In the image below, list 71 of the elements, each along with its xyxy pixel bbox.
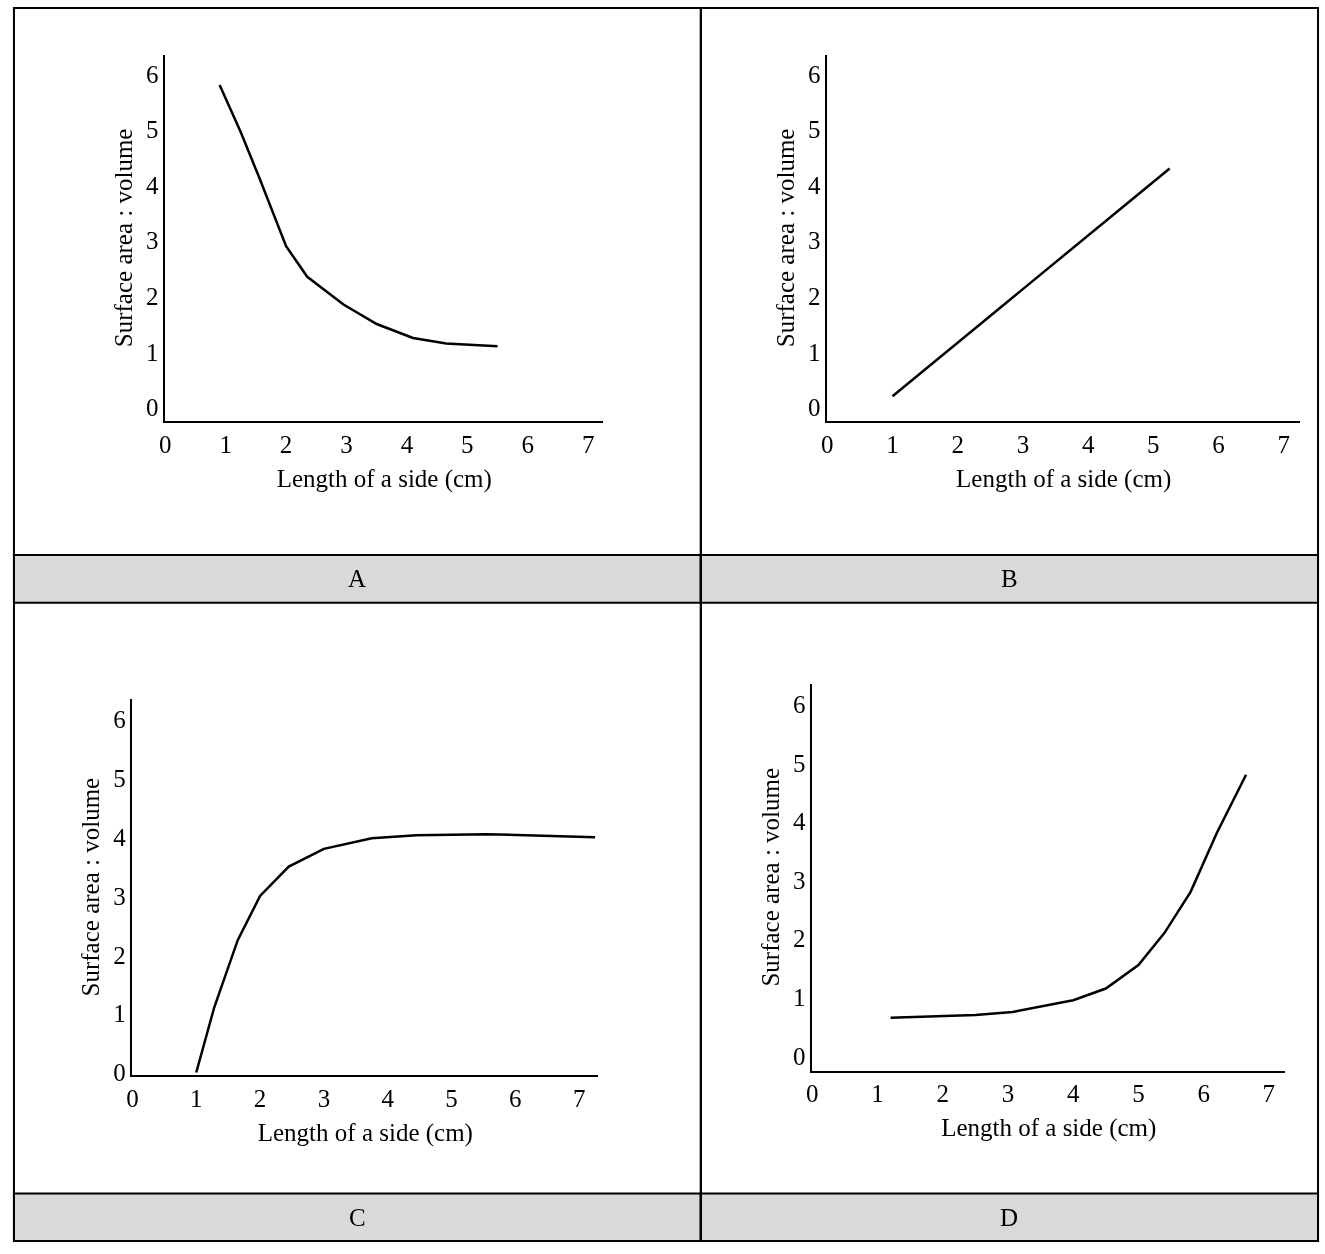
- y-tick-label: 0: [808, 394, 821, 422]
- y-tick-label: 1: [113, 1000, 126, 1028]
- y-tick-label: 0: [113, 1059, 126, 1087]
- y-tick-label: 1: [793, 984, 806, 1012]
- x-tick-label: 7: [1262, 1080, 1276, 1108]
- x-tick-label: 1: [219, 431, 232, 459]
- y-tick-label: 4: [113, 823, 127, 851]
- y-tick-label: 3: [146, 227, 159, 255]
- x-tick-label: 5: [1132, 1080, 1145, 1108]
- x-tick-label: 4: [400, 431, 414, 459]
- y-tick-label: 6: [146, 60, 159, 88]
- line-series: [218, 83, 499, 348]
- x-tick-label: 6: [521, 431, 535, 459]
- y-tick-label: 2: [113, 941, 126, 969]
- x-tick-label: 2: [951, 431, 964, 459]
- text: B: [1001, 565, 1018, 592]
- text: D: [1000, 1204, 1019, 1231]
- y-tick-label: 0: [793, 1042, 806, 1070]
- x-axis-title: Length of a side (cm): [257, 1118, 473, 1147]
- x-tick-label: 3: [340, 431, 353, 459]
- x-tick-label: 5: [445, 1085, 458, 1113]
- line-series: [194, 832, 597, 1074]
- y-tick-label: 2: [808, 282, 821, 310]
- x-tick-label: 3: [1016, 431, 1030, 459]
- y-tick-label: 5: [146, 116, 159, 144]
- x-tick-label: 6: [509, 1085, 522, 1113]
- y-tick-label: 4: [793, 808, 807, 836]
- y-tick-label: 1: [146, 338, 159, 366]
- y-tick-label: 3: [113, 882, 126, 910]
- y-tick-label: 2: [146, 282, 159, 310]
- x-tick-label: 2: [936, 1080, 950, 1108]
- y-axis-title: Surface area : volume: [110, 128, 138, 348]
- y-axis-title: Surface area : volume: [77, 777, 105, 997]
- x-axis-title: Length of a side (cm): [941, 1113, 1157, 1142]
- y-tick-label: 3: [808, 227, 821, 255]
- y-tick-label: 6: [793, 691, 806, 719]
- x-tick-label: 1: [189, 1085, 203, 1113]
- y-axis-title: Surface area : volume: [757, 767, 785, 987]
- y-tick-label: 4: [146, 171, 160, 199]
- text: A: [348, 565, 367, 592]
- x-tick-label: 7: [581, 431, 595, 459]
- x-tick-label: 1: [886, 431, 899, 459]
- line-series: [889, 773, 1248, 1020]
- y-tick-label: 5: [113, 765, 126, 793]
- y-axis-title: Surface area : volume: [772, 128, 800, 348]
- x-tick-label: 4: [1081, 431, 1095, 459]
- x-tick-label: 1: [871, 1080, 884, 1108]
- text: C: [349, 1204, 366, 1231]
- x-tick-label: 6: [1197, 1080, 1210, 1108]
- x-tick-label: 2: [279, 431, 293, 459]
- y-tick-label: 1: [808, 338, 821, 366]
- x-tick-label: 7: [1277, 431, 1291, 459]
- x-tick-label: 6: [1212, 431, 1225, 459]
- x-axis-title: Length of a side (cm): [276, 464, 492, 493]
- y-tick-label: 0: [146, 394, 159, 422]
- x-axis-title: Length of a side (cm): [956, 464, 1172, 493]
- y-tick-label: 6: [113, 706, 126, 734]
- x-tick-label: 4: [1066, 1080, 1080, 1108]
- x-tick-label: 4: [381, 1085, 395, 1113]
- y-tick-label: 5: [793, 749, 806, 777]
- x-tick-label: 5: [1147, 431, 1160, 459]
- y-tick-label: 6: [808, 60, 821, 88]
- y-tick-label: 3: [793, 866, 806, 894]
- x-tick-label: 2: [253, 1085, 267, 1113]
- y-tick-label: 4: [808, 171, 822, 199]
- x-tick-label: 3: [1001, 1080, 1015, 1108]
- x-tick-label: 3: [317, 1085, 331, 1113]
- x-tick-label: 7: [572, 1085, 586, 1113]
- y-tick-label: 2: [793, 925, 806, 953]
- x-tick-label: 5: [461, 431, 474, 459]
- y-tick-label: 5: [808, 116, 821, 144]
